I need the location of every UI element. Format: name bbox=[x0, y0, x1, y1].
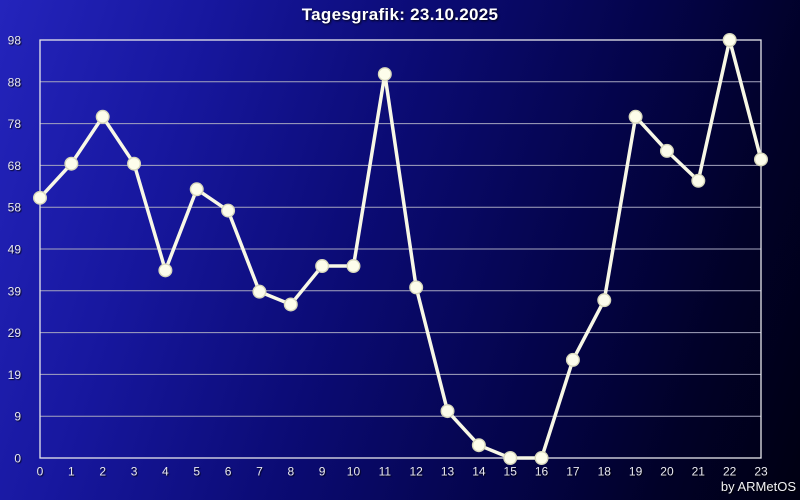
y-tick-label: 49 bbox=[8, 243, 22, 257]
data-point bbox=[722, 33, 737, 48]
x-tick-label: 0 bbox=[37, 465, 44, 479]
x-tick-label: 14 bbox=[472, 465, 486, 479]
y-tick-label: 19 bbox=[8, 368, 22, 382]
data-point bbox=[189, 182, 204, 197]
x-tick-label: 2 bbox=[99, 465, 106, 479]
x-tick-label: 6 bbox=[225, 465, 232, 479]
y-tick-label: 78 bbox=[8, 117, 22, 131]
data-point bbox=[597, 293, 612, 308]
y-tick-label: 9 bbox=[14, 410, 21, 424]
x-tick-label: 8 bbox=[287, 465, 294, 479]
data-point bbox=[158, 263, 173, 278]
x-tick-label: 17 bbox=[566, 465, 580, 479]
data-point bbox=[659, 143, 674, 158]
data-point bbox=[471, 438, 486, 453]
x-tick-label: 1 bbox=[68, 465, 75, 479]
data-point bbox=[315, 259, 330, 274]
data-point bbox=[628, 109, 643, 124]
data-point bbox=[754, 152, 769, 167]
chart-title: Tagesgrafik: 23.10.2025 bbox=[301, 5, 499, 24]
data-point bbox=[503, 451, 518, 466]
data-point bbox=[691, 173, 706, 188]
x-tick-label: 16 bbox=[535, 465, 549, 479]
data-point bbox=[95, 109, 110, 124]
data-point bbox=[252, 284, 267, 299]
y-tick-label: 68 bbox=[8, 159, 22, 173]
x-tick-label: 20 bbox=[660, 465, 674, 479]
data-point bbox=[33, 190, 48, 205]
x-tick-label: 5 bbox=[193, 465, 200, 479]
data-point bbox=[440, 404, 455, 419]
x-tick-label: 23 bbox=[754, 465, 768, 479]
plot-border bbox=[39, 39, 762, 459]
x-tick-label: 10 bbox=[347, 465, 361, 479]
x-tick-label: 9 bbox=[319, 465, 326, 479]
x-tick-label: 19 bbox=[629, 465, 643, 479]
credit-label: by ARMetOS bbox=[720, 479, 796, 494]
x-tick-label: 4 bbox=[162, 465, 169, 479]
y-tick-label: 88 bbox=[8, 75, 22, 89]
x-tick-label: 15 bbox=[504, 465, 518, 479]
x-tick-label: 11 bbox=[379, 465, 392, 479]
x-tick-label: 22 bbox=[723, 465, 737, 479]
y-tick-label: 98 bbox=[8, 34, 22, 48]
data-point bbox=[534, 451, 549, 466]
y-tick-label: 39 bbox=[8, 284, 22, 298]
x-tick-label: 21 bbox=[692, 465, 706, 479]
x-tick-label: 18 bbox=[598, 465, 612, 479]
data-point bbox=[565, 352, 580, 367]
y-tick-label: 0 bbox=[14, 452, 21, 466]
x-tick-label: 7 bbox=[256, 465, 263, 479]
x-tick-label: 12 bbox=[409, 465, 423, 479]
data-point bbox=[409, 280, 424, 295]
x-tick-label: 3 bbox=[131, 465, 138, 479]
data-point bbox=[127, 156, 142, 171]
data-point bbox=[283, 297, 298, 312]
data-point bbox=[346, 259, 361, 274]
data-point bbox=[377, 67, 392, 82]
y-tick-label: 29 bbox=[8, 326, 22, 340]
data-point bbox=[221, 203, 236, 218]
data-point bbox=[64, 156, 79, 171]
x-tick-label: 13 bbox=[441, 465, 455, 479]
y-tick-label: 58 bbox=[8, 201, 22, 215]
data-line bbox=[38, 39, 763, 460]
